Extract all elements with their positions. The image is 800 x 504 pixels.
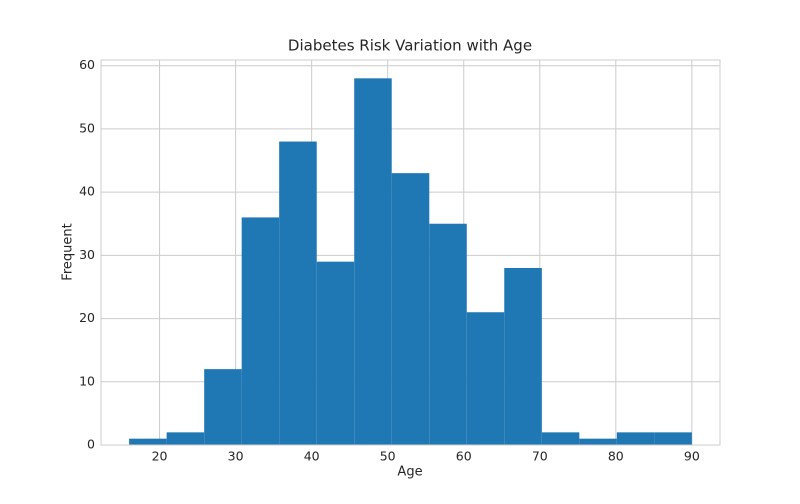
y-tick-label: 30	[79, 247, 95, 262]
bar	[316, 261, 355, 445]
bar	[429, 223, 467, 445]
x-tick-label: 60	[456, 449, 472, 464]
x-tick-label: 40	[304, 449, 320, 464]
bar	[241, 217, 280, 445]
bar	[579, 438, 617, 445]
x-tick-label: 70	[532, 449, 548, 464]
y-tick-label: 20	[79, 310, 95, 325]
x-tick-label: 90	[684, 449, 700, 464]
bar	[466, 312, 505, 445]
bar	[354, 78, 392, 445]
axes-frame	[100, 59, 721, 446]
bar	[541, 432, 580, 445]
bar	[391, 173, 430, 445]
bar	[654, 432, 692, 445]
bar	[616, 432, 655, 445]
bar	[279, 141, 317, 445]
y-tick-label: 0	[87, 437, 95, 452]
y-tick-label: 40	[79, 184, 95, 199]
y-tick-label: 50	[79, 120, 95, 135]
bar	[204, 369, 242, 445]
x-tick-label: 80	[608, 449, 624, 464]
y-axis-label: Frequent	[61, 223, 76, 280]
bar	[129, 438, 167, 445]
y-tick-label: 10	[79, 373, 95, 388]
x-axis-label: Age	[397, 465, 422, 480]
bar	[166, 432, 205, 445]
x-tick-label: 50	[380, 449, 396, 464]
y-tick-label: 60	[79, 57, 95, 72]
bar	[504, 267, 542, 445]
x-tick-label: 30	[228, 449, 244, 464]
x-tick-label: 20	[152, 449, 168, 464]
chart-title: Diabetes Risk Variation with Age	[288, 37, 532, 55]
